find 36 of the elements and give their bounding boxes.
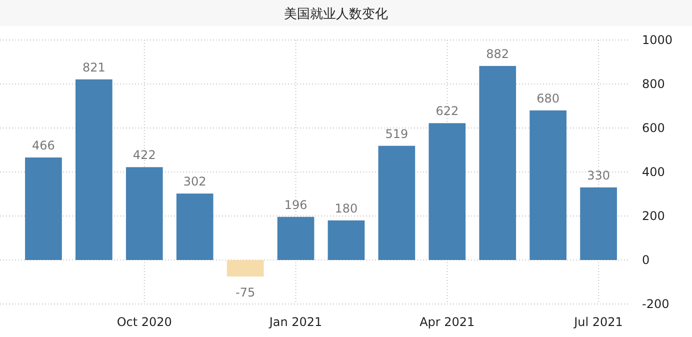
data-label: 519 <box>385 126 408 141</box>
data-label: 180 <box>334 201 358 216</box>
y-tick-label: 800 <box>642 77 665 91</box>
bar <box>328 220 365 260</box>
bar <box>479 66 516 260</box>
x-tick-label: Apr 2021 <box>420 315 475 329</box>
data-label: 422 <box>132 148 156 162</box>
bar <box>530 110 566 260</box>
data-label: 622 <box>436 104 459 118</box>
y-tick-label: 600 <box>642 121 665 135</box>
y-tick-label: 0 <box>642 253 650 267</box>
data-label: 330 <box>587 168 610 182</box>
y-tick-label: -200 <box>642 297 670 311</box>
chart-title: 美国就业人数变化 <box>284 6 388 22</box>
bar <box>226 260 264 276</box>
data-label: 302 <box>183 174 206 189</box>
data-label: 882 <box>486 46 510 61</box>
data-label: 196 <box>284 198 308 212</box>
bar <box>580 187 617 260</box>
x-tick-label: Oct 2020 <box>116 315 172 329</box>
bar <box>176 194 214 260</box>
data-label: -75 <box>236 286 256 300</box>
bar <box>428 123 466 260</box>
bar <box>76 79 112 260</box>
x-tick-label: Jan 2021 <box>268 315 322 329</box>
x-tick-label: Jul 2021 <box>573 315 623 329</box>
bar <box>25 157 62 260</box>
y-tick-label: 1000 <box>642 33 673 47</box>
y-tick-label: 200 <box>642 209 665 223</box>
data-label: 821 <box>82 60 106 74</box>
bar <box>126 167 163 260</box>
data-label: 680 <box>536 91 560 106</box>
bar <box>378 146 416 260</box>
y-tick-label: 400 <box>642 165 665 179</box>
bar <box>277 216 314 260</box>
data-label: 466 <box>32 138 55 152</box>
